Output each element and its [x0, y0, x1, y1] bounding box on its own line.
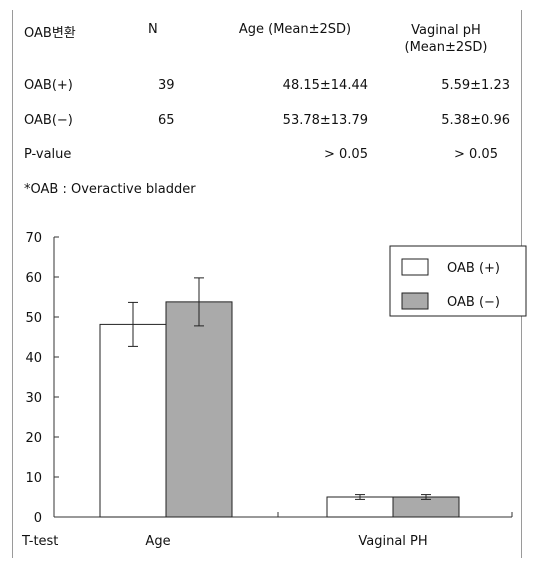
- category-label: Age: [145, 534, 170, 549]
- category-label: Vaginal PH: [358, 534, 427, 549]
- header-ph: Vaginal pH (Mean±2SD): [382, 22, 510, 56]
- y-tick-label: 50: [25, 311, 42, 326]
- row-ph: 5.38±0.96: [441, 113, 510, 128]
- header-age: Age (Mean±2SD): [238, 22, 352, 37]
- y-tick-label: 10: [25, 471, 42, 486]
- bar: [99, 323, 167, 518]
- legend-swatch: [401, 258, 429, 276]
- y-tick-label: 20: [25, 431, 42, 446]
- x-axis-prefix-label: T-test: [21, 534, 58, 549]
- footnote: *OAB : Overactive bladder: [24, 182, 196, 197]
- table-row: OAB(+) 39 48.15±14.44 5.59±1.23: [24, 78, 514, 112]
- y-tick-label: 40: [25, 351, 42, 366]
- pvalue-ph: > 0.05: [454, 147, 498, 162]
- header-group: OAB변환: [24, 26, 76, 41]
- pvalue-row: P-value > 0.05 > 0.05: [24, 147, 514, 181]
- row-group: OAB(+): [24, 78, 73, 93]
- bar: [165, 301, 233, 518]
- pvalue-label: P-value: [24, 147, 72, 162]
- y-tick-label: 0: [34, 511, 42, 526]
- y-tick-label: 70: [25, 231, 42, 246]
- header-ph-line1: Vaginal pH: [411, 23, 481, 38]
- row-ph: 5.59±1.23: [441, 78, 510, 93]
- bar: [326, 496, 394, 518]
- pvalue-age: > 0.05: [324, 147, 368, 162]
- y-tick-label: 60: [25, 271, 42, 286]
- legend-label: OAB (−): [447, 295, 500, 310]
- row-age: 53.78±13.79: [282, 113, 368, 128]
- header-ph-line2: (Mean±2SD): [404, 40, 488, 55]
- y-tick-label: 30: [25, 391, 42, 406]
- table-row: OAB(−) 65 53.78±13.79 5.38±0.96: [24, 113, 514, 147]
- row-n: 39: [158, 78, 175, 93]
- legend-label: OAB (+): [447, 261, 500, 276]
- row-n: 65: [158, 113, 175, 128]
- bar: [392, 496, 460, 518]
- row-group: OAB(−): [24, 113, 73, 128]
- row-age: 48.15±14.44: [282, 78, 368, 93]
- legend-swatch: [401, 292, 429, 310]
- header-n: N: [148, 22, 158, 37]
- table-header-row: OAB변환 N Age (Mean±2SD) Vaginal pH (Mean±…: [24, 22, 514, 56]
